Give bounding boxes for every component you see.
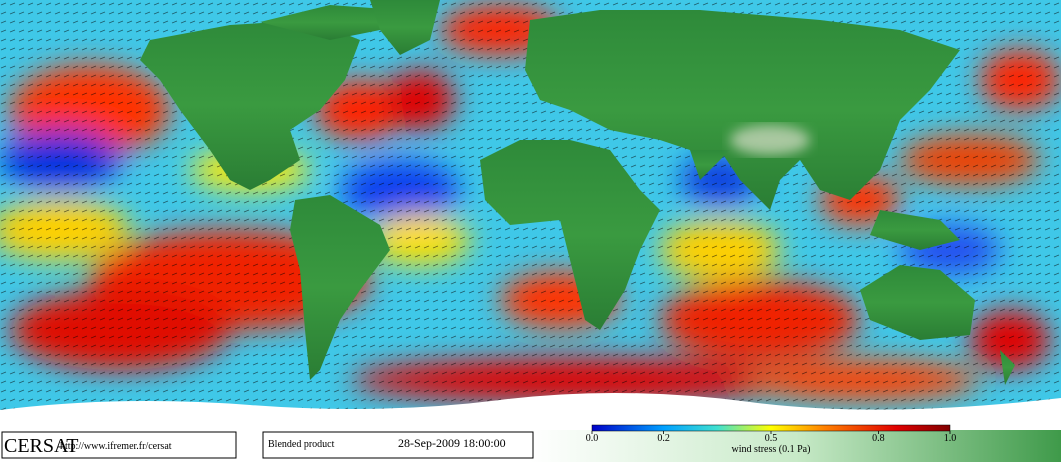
colorbar-label: wind stress (0.1 Pa) (732, 444, 811, 455)
colorbar-tick-label: 0.8 (872, 433, 885, 444)
colorbar-gradient (591, 424, 951, 432)
product-box (262, 431, 534, 459)
colorbar-tick-label: 0.0 (586, 433, 599, 444)
logo: CERSAT (4, 435, 78, 457)
antarctica-strip (530, 430, 1061, 462)
logo-box (1, 431, 237, 459)
date: 28-Sep-2009 18:00:00 (398, 436, 506, 450)
colorbar-tick-label: 0.5 (765, 433, 778, 444)
colorbar: wind stress (0.1 Pa) 0.0 0.2 0.5 0.8 1.0 (586, 424, 957, 455)
colorbar-tick-label: 0.2 (657, 433, 670, 444)
antarctica (0, 392, 1061, 432)
colorbar-tick-label: 1.0 (944, 433, 957, 444)
url: http://www.ifremer.fr/cersat (60, 441, 172, 452)
land (140, 0, 1015, 385)
product: Blended product (268, 439, 335, 450)
footer: CERSAT http://www.ifremer.fr/cersat Blen… (1, 431, 534, 459)
